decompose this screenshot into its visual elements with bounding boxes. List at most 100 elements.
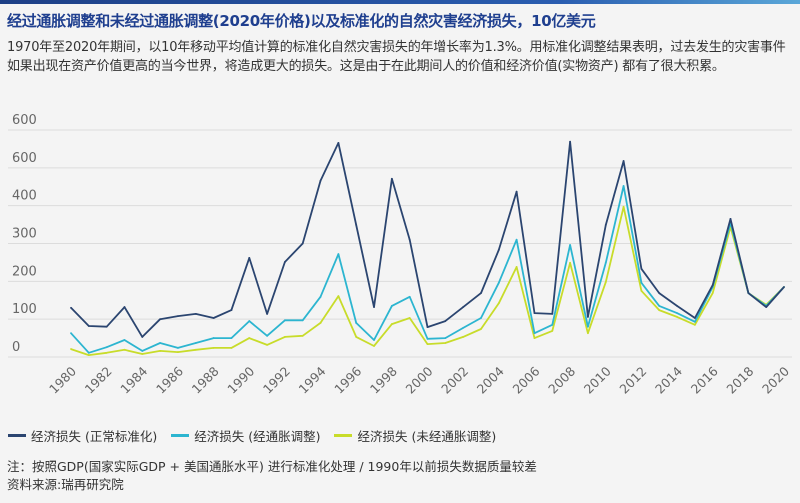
data-point — [408, 317, 411, 319]
data-point — [194, 348, 197, 351]
data-point — [462, 306, 465, 308]
data-point — [284, 336, 286, 338]
source-note: 资料来源:瑞再研究院 — [7, 477, 124, 492]
data-point — [747, 292, 750, 294]
data-point — [604, 224, 607, 226]
data-point — [373, 306, 375, 308]
data-point — [444, 342, 447, 344]
data-point — [622, 185, 625, 187]
data-point — [123, 348, 126, 351]
x-tick-label: 1990 — [224, 363, 257, 396]
data-point — [604, 281, 607, 283]
y-tick-label: 600 — [12, 151, 37, 166]
x-tick-label: 1988 — [189, 363, 222, 396]
line-chart: 600 600 400 300 200 100 0 1980 1982 1984 1986 1988… — [8, 113, 792, 397]
data-point — [658, 309, 661, 311]
data-point — [497, 281, 500, 284]
data-point — [462, 326, 465, 329]
data-point — [284, 261, 286, 263]
data-point — [266, 343, 268, 346]
data-point — [408, 295, 411, 298]
data-point — [658, 305, 661, 307]
x-tick-label: 1982 — [82, 364, 115, 397]
legend-item-unadjusted: 经济损失 (未经通胀调整) — [334, 426, 496, 445]
data-point — [301, 334, 304, 337]
y-tick-label: 300 — [12, 227, 37, 242]
data-point — [497, 249, 500, 251]
x-tick-label: 2012 — [616, 364, 649, 397]
data-point — [515, 266, 518, 268]
x-tick-label: 2020 — [759, 363, 792, 396]
data-point — [248, 337, 251, 339]
data-point — [212, 317, 215, 319]
data-point — [693, 317, 696, 319]
x-tick-label: 2004 — [474, 363, 507, 396]
legend-swatch — [334, 434, 353, 437]
data-point — [105, 325, 108, 328]
data-point — [515, 190, 518, 193]
y-tick-label: 600 — [12, 113, 37, 128]
data-point — [194, 342, 197, 344]
y-tick-label: 200 — [12, 264, 37, 279]
data-point — [480, 317, 482, 319]
legend-swatch — [8, 434, 26, 437]
data-point — [284, 319, 286, 322]
legend-label: 经济损失 (正常标准化) — [31, 429, 158, 444]
data-point — [729, 218, 732, 220]
data-point — [355, 224, 358, 226]
x-tick-label: 1994 — [296, 363, 329, 396]
data-point — [533, 332, 536, 335]
data-point — [301, 242, 304, 245]
data-point — [390, 177, 393, 180]
chart-subtitle: 1970年至2020年期间，以10年移动平均值计算的标准化自然灾害损失的年增长率… — [7, 40, 786, 74]
x-tick-label: 2018 — [723, 363, 756, 396]
data-point — [551, 329, 554, 332]
data-point — [426, 343, 429, 346]
x-tick-label: 1984 — [117, 363, 150, 396]
data-point — [373, 345, 375, 347]
data-point — [194, 312, 197, 315]
data-point — [587, 325, 589, 328]
y-tick-label: 400 — [12, 189, 37, 204]
data-point — [515, 238, 518, 241]
data-point — [159, 342, 162, 344]
data-point — [248, 320, 251, 322]
data-point — [177, 351, 179, 353]
data-point — [390, 305, 393, 307]
data-point — [551, 323, 554, 326]
x-tick-label: 1996 — [331, 363, 364, 396]
y-tick-label: 0 — [12, 340, 20, 355]
data-point — [230, 309, 233, 311]
x-tick-label: 2008 — [545, 363, 578, 396]
x-tick-label: 1986 — [153, 363, 186, 396]
data-point — [640, 267, 643, 270]
data-point — [622, 205, 625, 208]
data-point — [177, 315, 179, 318]
data-point — [533, 337, 536, 339]
data-point — [212, 337, 215, 339]
data-point — [711, 292, 714, 294]
data-point — [337, 141, 340, 144]
series-line-0 — [70, 140, 785, 338]
footnote: 注：按照GDP(国家实际GDP + 美国通胀水平) 进行标准化处理 / 1990… — [7, 459, 537, 474]
data-point — [319, 179, 322, 182]
data-point — [159, 350, 162, 352]
data-point — [123, 339, 126, 341]
x-tick-label: 2010 — [581, 363, 614, 396]
data-point — [230, 347, 233, 349]
data-point — [569, 261, 571, 264]
data-point — [569, 244, 571, 246]
data-point — [87, 354, 90, 357]
data-point — [70, 306, 72, 309]
data-point — [408, 238, 411, 241]
data-point — [658, 292, 661, 294]
data-point — [676, 312, 678, 315]
data-point — [105, 346, 108, 349]
data-point — [533, 312, 536, 315]
data-point — [337, 295, 340, 297]
data-point — [141, 353, 144, 355]
data-point — [640, 289, 643, 292]
data-point — [355, 322, 358, 324]
y-tick-label: 100 — [12, 302, 37, 317]
top-accent-bar — [0, 0, 800, 4]
